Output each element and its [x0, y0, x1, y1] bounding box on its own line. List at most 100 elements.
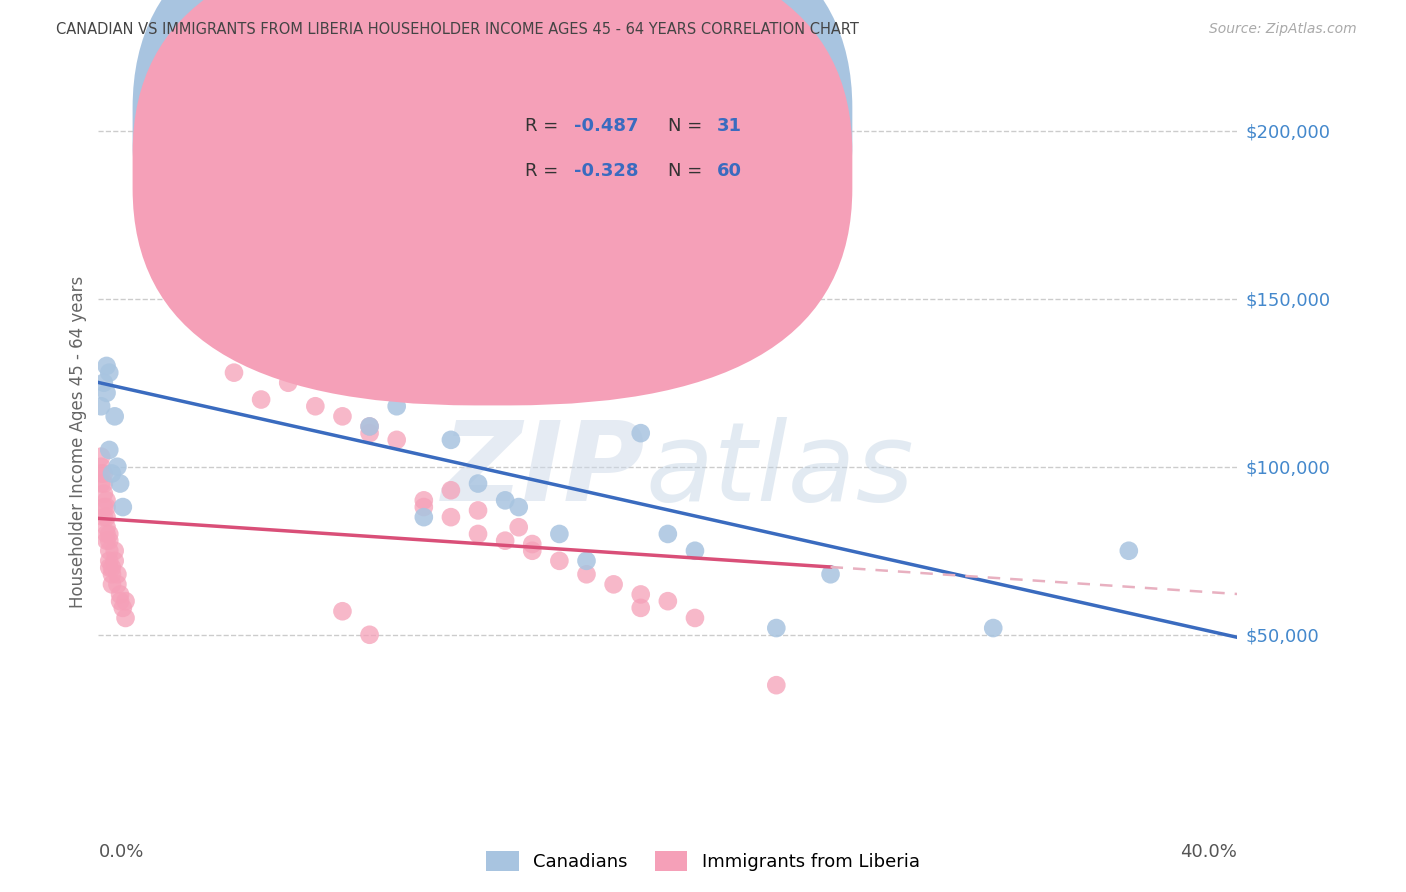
Point — [101, 560, 124, 574]
Point — [93, 467, 115, 481]
Point — [575, 567, 598, 582]
Point — [683, 611, 706, 625]
Text: 31: 31 — [717, 117, 742, 135]
Point — [96, 527, 118, 541]
Point — [90, 459, 112, 474]
FancyBboxPatch shape — [132, 0, 852, 360]
Point — [111, 500, 134, 514]
Point — [98, 554, 121, 568]
Text: ZIP: ZIP — [441, 417, 645, 524]
Point — [111, 600, 134, 615]
Point — [332, 604, 354, 618]
Text: 40.0%: 40.0% — [1181, 843, 1237, 861]
Point — [90, 476, 112, 491]
Point — [304, 399, 326, 413]
Point — [98, 543, 121, 558]
Point — [522, 543, 544, 558]
Point — [657, 594, 679, 608]
Point — [820, 567, 842, 582]
Point — [359, 426, 381, 441]
Point — [114, 611, 136, 625]
Point — [981, 621, 1004, 635]
Point — [440, 433, 463, 447]
Text: N =: N = — [668, 117, 707, 135]
Point — [93, 476, 115, 491]
Point — [359, 628, 381, 642]
Text: -0.487: -0.487 — [575, 117, 638, 135]
Point — [104, 554, 127, 568]
Point — [96, 385, 118, 400]
Point — [108, 587, 131, 601]
Point — [765, 678, 787, 692]
Point — [101, 567, 124, 582]
Point — [107, 459, 129, 474]
Point — [90, 450, 112, 464]
Point — [385, 433, 408, 447]
Point — [630, 600, 652, 615]
Point — [467, 527, 489, 541]
Point — [548, 554, 571, 568]
Point — [508, 500, 530, 514]
Point — [222, 366, 245, 380]
Text: 60: 60 — [717, 161, 742, 179]
Text: N =: N = — [668, 161, 707, 179]
Point — [90, 399, 112, 413]
Point — [630, 587, 652, 601]
Text: -0.328: -0.328 — [575, 161, 638, 179]
Point — [548, 527, 571, 541]
Point — [98, 442, 121, 457]
Point — [494, 533, 516, 548]
Point — [412, 500, 434, 514]
Point — [467, 503, 489, 517]
Y-axis label: Householder Income Ages 45 - 64 years: Householder Income Ages 45 - 64 years — [69, 276, 87, 607]
FancyBboxPatch shape — [451, 87, 804, 207]
Point — [250, 392, 273, 407]
Text: 0.0%: 0.0% — [98, 843, 143, 861]
Point — [277, 208, 299, 222]
Point — [412, 493, 434, 508]
Point — [277, 376, 299, 390]
Point — [332, 409, 354, 424]
Point — [1118, 543, 1140, 558]
Point — [440, 483, 463, 498]
Point — [96, 493, 118, 508]
FancyBboxPatch shape — [132, 0, 852, 405]
Point — [440, 510, 463, 524]
Point — [602, 577, 624, 591]
Point — [93, 376, 115, 390]
Point — [101, 577, 124, 591]
Point — [98, 527, 121, 541]
Point — [332, 258, 354, 272]
Point — [683, 543, 706, 558]
Point — [412, 510, 434, 524]
Text: Source: ZipAtlas.com: Source: ZipAtlas.com — [1209, 22, 1357, 37]
Legend: Canadians, Immigrants from Liberia: Canadians, Immigrants from Liberia — [479, 844, 927, 879]
Point — [107, 577, 129, 591]
Text: CANADIAN VS IMMIGRANTS FROM LIBERIA HOUSEHOLDER INCOME AGES 45 - 64 YEARS CORREL: CANADIAN VS IMMIGRANTS FROM LIBERIA HOUS… — [56, 22, 859, 37]
Point — [385, 399, 408, 413]
Point — [93, 510, 115, 524]
Point — [96, 533, 118, 548]
Point — [657, 527, 679, 541]
Point — [98, 560, 121, 574]
Point — [96, 500, 118, 514]
Point — [98, 366, 121, 380]
Point — [93, 486, 115, 500]
Point — [508, 520, 530, 534]
Point — [104, 409, 127, 424]
Point — [575, 554, 598, 568]
Point — [359, 419, 381, 434]
Point — [114, 594, 136, 608]
Point — [93, 500, 115, 514]
Point — [107, 567, 129, 582]
Point — [104, 543, 127, 558]
Text: R =: R = — [526, 117, 564, 135]
Point — [522, 537, 544, 551]
Point — [108, 594, 131, 608]
Point — [96, 510, 118, 524]
Point — [765, 621, 787, 635]
Point — [90, 467, 112, 481]
Point — [98, 533, 121, 548]
Point — [467, 476, 489, 491]
Point — [96, 359, 118, 373]
